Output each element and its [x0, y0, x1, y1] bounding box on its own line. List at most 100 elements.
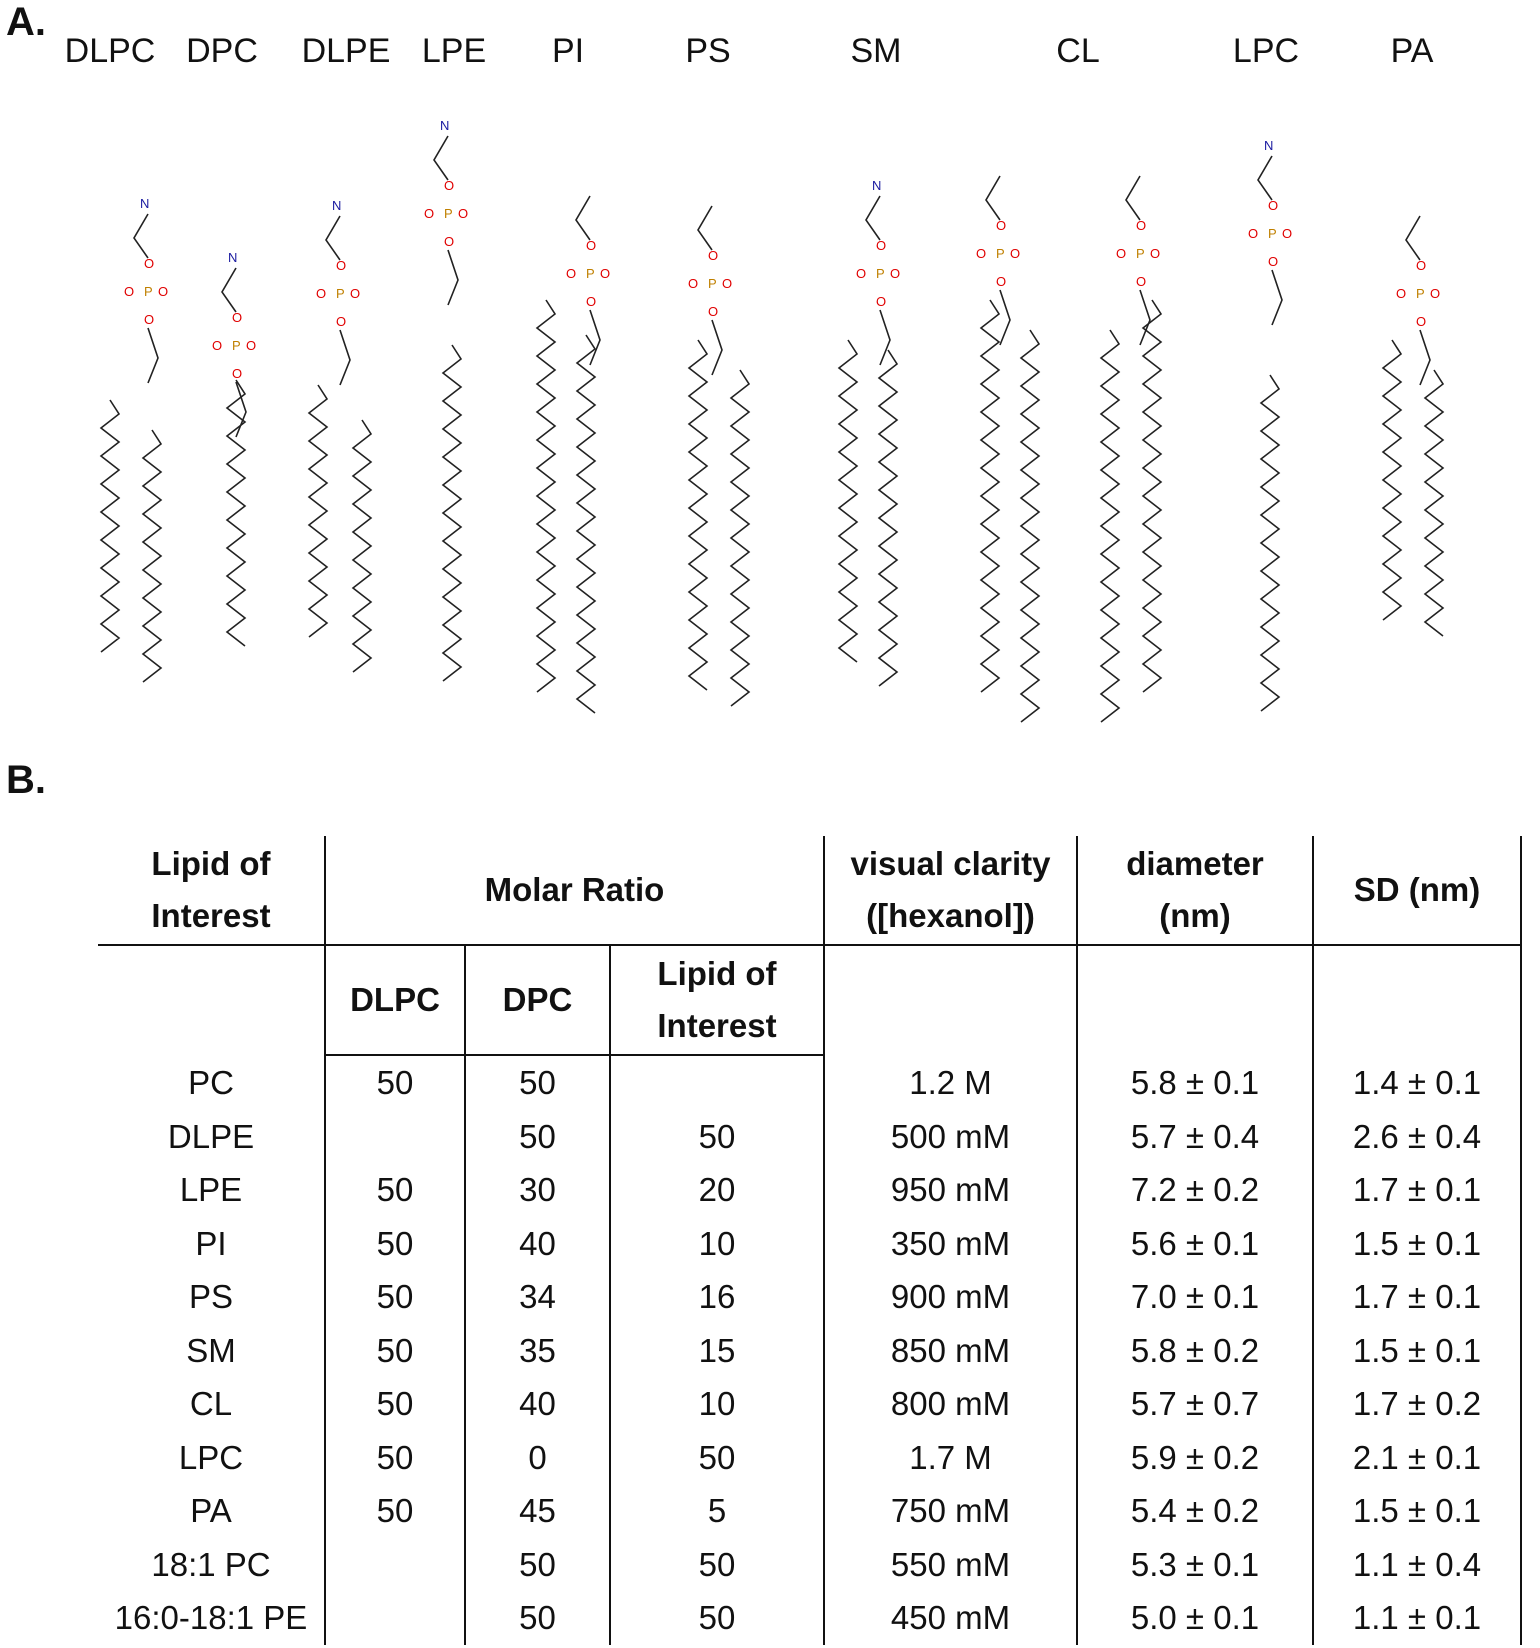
acyl-chain	[1423, 369, 1445, 637]
cell-lipid-of-interest: 50	[610, 1537, 825, 1591]
cell-lipid-of-interest: 20	[610, 1163, 825, 1217]
table-row: LPC 50 0 50 1.7 M 5.9 ± 0.2 2.1 ± 0.1	[98, 1430, 1522, 1484]
head-bond	[575, 195, 591, 241]
atom-glyph: P	[444, 206, 453, 221]
lipid-name-label: PS	[685, 32, 730, 70]
atom-glyph: O	[890, 266, 900, 281]
subheader-lipid-of-interest: Lipid of Interest	[610, 945, 825, 1056]
panel-label-b: B.	[6, 758, 46, 802]
head-bond	[1405, 215, 1421, 261]
cell-sd: 1.5 ± 0.1	[1313, 1323, 1522, 1377]
cell-lipid-of-interest: 15	[610, 1323, 825, 1377]
atom-glyph: O	[708, 248, 718, 263]
atom-glyph: P	[586, 266, 595, 281]
atom-glyph: O	[444, 234, 454, 249]
glycerol-bond	[879, 309, 891, 366]
cell-visual-clarity: 950 mM	[824, 1163, 1078, 1217]
cell-dlpc: 50	[325, 1163, 466, 1217]
atom-glyph: P	[1268, 226, 1277, 241]
header-text: Interest	[151, 897, 271, 934]
atom-glyph: O	[1010, 246, 1020, 261]
cell-visual-clarity: 550 mM	[824, 1537, 1078, 1591]
header-text: visual clarity	[850, 845, 1051, 882]
atom-glyph: N	[440, 118, 449, 133]
cell-dlpc: 50	[325, 1323, 466, 1377]
cell-dpc: 50	[465, 1055, 611, 1110]
lipid-name-label: DLPC	[65, 32, 156, 70]
cell-diameter: 5.8 ± 0.1	[1077, 1055, 1314, 1110]
atom-glyph: N	[228, 250, 237, 265]
atom-glyph: O	[444, 178, 454, 193]
cell-visual-clarity: 450 mM	[824, 1591, 1078, 1645]
acyl-chain	[225, 379, 247, 647]
header-text: Lipid of	[151, 845, 271, 882]
cell-dlpc: 50	[325, 1216, 466, 1270]
acyl-chain	[877, 349, 899, 687]
cell-diameter: 5.4 ± 0.2	[1077, 1484, 1314, 1538]
atom-glyph: O	[600, 266, 610, 281]
subheader-dlpc: DLPC	[325, 945, 466, 1056]
glycerol-bond	[447, 249, 459, 306]
atom-glyph: N	[872, 178, 881, 193]
cell-visual-clarity: 850 mM	[824, 1323, 1078, 1377]
table-row: PS 50 34 16 900 mM 7.0 ± 0.1 1.7 ± 0.1	[98, 1270, 1522, 1324]
cell-diameter: 5.7 ± 0.4	[1077, 1109, 1314, 1163]
cell-sd: 1.1 ± 0.1	[1313, 1591, 1522, 1645]
atom-glyph: N	[140, 196, 149, 211]
atom-glyph: P	[1416, 286, 1425, 301]
atom-glyph: O	[232, 366, 242, 381]
table-row: 16:0-18:1 PE 50 50 450 mM 5.0 ± 0.1 1.1 ± 0.1	[98, 1591, 1522, 1645]
atom-glyph: O	[232, 310, 242, 325]
cell-lipid: PS	[98, 1270, 326, 1324]
cell-diameter: 5.9 ± 0.2	[1077, 1430, 1314, 1484]
atom-glyph: O	[876, 294, 886, 309]
lipid-name-label: LPC	[1233, 32, 1299, 70]
cell-diameter: 7.0 ± 0.1	[1077, 1270, 1314, 1324]
atom-glyph: O	[688, 276, 698, 291]
cell-dpc: 40	[465, 1216, 611, 1270]
atom-glyph: P	[144, 284, 153, 299]
atom-glyph: O	[1416, 258, 1426, 273]
cell-lipid-of-interest: 10	[610, 1377, 825, 1431]
subheader-empty	[98, 945, 326, 1055]
cell-lipid-of-interest: 5	[610, 1484, 825, 1538]
cell-lipid: 16:0-18:1 PE	[98, 1591, 326, 1645]
glycerol-bond	[1271, 269, 1283, 326]
atom-glyph: O	[1416, 314, 1426, 329]
header-diameter: diameter (nm)	[1077, 836, 1314, 946]
lipid-name-label: CL	[1056, 32, 1099, 70]
acyl-chain	[307, 384, 329, 638]
atom-glyph: O	[1268, 198, 1278, 213]
table-subheader-row: DLPC DPC Lipid of Interest	[98, 945, 1522, 1056]
atom-glyph: O	[336, 258, 346, 273]
header-sd: SD (nm)	[1313, 836, 1522, 946]
acyl-chain	[141, 429, 163, 683]
cell-dlpc	[325, 1109, 466, 1163]
cell-dlpc: 50	[325, 1484, 466, 1538]
glycerol-bond	[235, 381, 247, 438]
atom-glyph: O	[124, 284, 134, 299]
atom-glyph: N	[332, 198, 341, 213]
atom-glyph: P	[996, 246, 1005, 261]
cell-dlpc: 50	[325, 1430, 466, 1484]
head-bond	[865, 195, 881, 241]
header-molar-ratio: Molar Ratio	[325, 836, 825, 946]
table-row: PI 50 40 10 350 mM 5.6 ± 0.1 1.5 ± 0.1	[98, 1216, 1522, 1270]
cell-lipid-of-interest: 50	[610, 1109, 825, 1163]
atom-glyph: O	[996, 218, 1006, 233]
acyl-chain	[837, 339, 859, 663]
cell-lipid: CL	[98, 1377, 326, 1431]
cell-lipid: 18:1 PC	[98, 1537, 326, 1591]
subheader-empty	[824, 945, 1078, 1055]
cell-lipid-of-interest: 50	[610, 1591, 825, 1645]
atom-glyph: O	[976, 246, 986, 261]
acyl-chain	[351, 419, 373, 673]
atom-glyph: P	[336, 286, 345, 301]
header-text: Lipid of	[657, 955, 777, 992]
cell-visual-clarity: 1.7 M	[824, 1430, 1078, 1484]
cell-visual-clarity: 500 mM	[824, 1109, 1078, 1163]
cell-dpc: 34	[465, 1270, 611, 1324]
cell-diameter: 5.0 ± 0.1	[1077, 1591, 1314, 1645]
table-row: PC 50 50 1.2 M 5.8 ± 0.1 1.4 ± 0.1	[98, 1055, 1522, 1110]
